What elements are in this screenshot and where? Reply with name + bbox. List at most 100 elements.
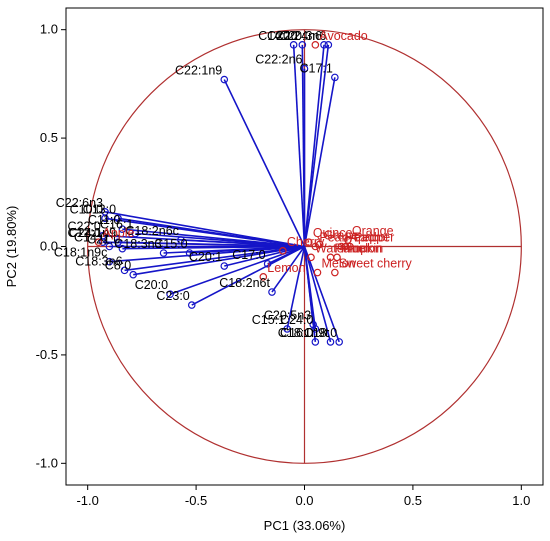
- sample-label: Avocado: [319, 29, 367, 43]
- variable-point: [177, 236, 185, 244]
- variable-label: C12:0: [67, 226, 100, 240]
- variable-vector: [303, 246, 340, 343]
- sample-point: [337, 242, 346, 251]
- variable-point: [320, 41, 328, 49]
- variable-vector: [303, 77, 336, 247]
- x-tick-label: 0.0: [295, 493, 313, 508]
- variable-label: C18:1n9c: [54, 246, 108, 260]
- y-tick-label: 0.0: [40, 239, 58, 254]
- variable-label: C20:0: [135, 278, 168, 292]
- variable-label: C20:2: [267, 29, 300, 43]
- variable-vector: [223, 79, 306, 247]
- variable-vector: [303, 246, 332, 343]
- sample-label: Melon: [322, 257, 356, 271]
- variable-label: C18:3n6: [75, 254, 122, 268]
- axis-ticks: -1.0 -0.5 0.0 0.5 1.0 -1.0 -0.5 0.0 0.5 1.0: [36, 22, 531, 508]
- variable-point: [118, 225, 127, 233]
- variable-vector: [292, 44, 306, 247]
- variable-point: [118, 244, 127, 253]
- sample-label: Plum: [341, 241, 369, 255]
- variable-vector: [122, 245, 305, 250]
- variable-point: [331, 73, 339, 82]
- variable-point: [220, 262, 229, 270]
- variable-point: [326, 338, 335, 346]
- variable-point: [131, 229, 140, 238]
- sample-label: Apple: [103, 226, 135, 240]
- sample-label: Grape: [324, 228, 359, 242]
- sample-point: [279, 247, 287, 255]
- variable-label: C20:3n6: [279, 29, 326, 43]
- x-tick-label: 1.0: [512, 493, 530, 508]
- sample-point: [315, 240, 324, 249]
- y-tick-label: -1.0: [36, 455, 58, 470]
- sample-point: [341, 242, 350, 251]
- variable-label: C18:2n6c: [125, 224, 179, 238]
- sample-label: Pepper: [354, 231, 394, 245]
- variable-label: C20:4n6: [275, 29, 322, 43]
- sample-point: [346, 242, 354, 251]
- variable-point: [99, 238, 107, 246]
- sample-label: Watermelon: [315, 241, 382, 255]
- x-tick-label: -0.5: [185, 493, 207, 508]
- variable-point: [268, 288, 276, 296]
- sample-point: [94, 238, 103, 246]
- variable-label: C24:0: [280, 313, 313, 327]
- variable-point: [101, 214, 109, 223]
- sample-point: [307, 253, 315, 262]
- sample-label: Pear: [319, 231, 345, 245]
- y-axis-title: PC2 (19.80%): [4, 206, 19, 288]
- variable-point: [283, 325, 291, 333]
- variable-point: [311, 325, 320, 333]
- sample-point: [313, 268, 322, 277]
- variable-point: [220, 75, 229, 84]
- variable-label: C22:1n9: [175, 64, 222, 78]
- variable-vector: [117, 217, 305, 248]
- variable-label: C14:1: [258, 29, 291, 43]
- sample-label: Orange: [352, 224, 394, 238]
- variable-label: C20:5n3: [264, 309, 311, 323]
- sample-point: [311, 242, 320, 251]
- variable-label: C15:1: [252, 313, 285, 327]
- variable-label: C10:0: [70, 202, 103, 216]
- x-tick-label: 0.5: [404, 493, 422, 508]
- variable-label: C13:0: [83, 202, 116, 216]
- variable-label: C16:0: [280, 326, 313, 340]
- variable-label: C11:0: [88, 213, 120, 227]
- variable-vector: [124, 245, 305, 272]
- variable-label: C18:2n6t: [219, 276, 270, 290]
- sample-label: Lemon: [267, 261, 305, 275]
- variable-point: [187, 301, 196, 309]
- variable-point: [311, 338, 320, 346]
- sample-label: Quince: [313, 226, 353, 240]
- variable-point: [324, 41, 333, 49]
- variable-point: [129, 270, 138, 279]
- x-axis-title: PC1 (33.06%): [264, 518, 346, 533]
- variable-point: [166, 290, 174, 299]
- variable-label: C20:1: [189, 250, 222, 264]
- variable-label: C8:0: [105, 259, 131, 273]
- y-tick-label: 1.0: [40, 22, 58, 37]
- y-tick-label: 0.5: [40, 130, 58, 145]
- variable-vector: [224, 245, 305, 267]
- variable-label: C18:3n3: [114, 237, 161, 251]
- variable-point: [298, 41, 307, 49]
- variable-vectors: [99, 41, 343, 346]
- variable-label: C22:0: [67, 220, 100, 234]
- variable-label: C21:0: [87, 233, 120, 247]
- variable-point: [335, 338, 343, 346]
- variable-label: C23:0: [156, 289, 189, 303]
- variable-label: C14:0: [74, 231, 107, 245]
- variable-point: [120, 266, 129, 275]
- variable-vector: [286, 246, 306, 330]
- sample-point: [326, 253, 335, 262]
- variable-vector: [303, 44, 330, 247]
- sample-label: Sweet cherry: [339, 257, 413, 271]
- variable-label: C18:1n9t: [278, 326, 329, 340]
- variable-label: C17:0: [232, 248, 265, 262]
- variable-label: C16:1: [100, 217, 133, 231]
- variable-vector: [271, 246, 306, 293]
- sample-label: Apricot: [350, 231, 389, 245]
- variable-label: C22:6n3: [56, 196, 103, 210]
